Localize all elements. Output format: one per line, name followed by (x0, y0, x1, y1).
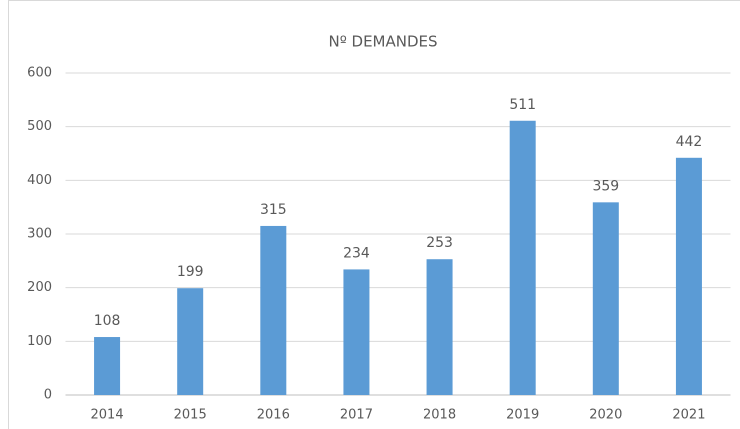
chart-title: Nº DEMANDES (328, 33, 437, 51)
y-tick-label: 100 (27, 334, 52, 349)
x-tick-label: 2017 (340, 408, 373, 423)
chart-border (8, 0, 740, 429)
data-label: 442 (676, 134, 703, 150)
data-label: 315 (260, 202, 287, 218)
x-tick-label: 2020 (589, 408, 622, 423)
y-tick-label: 600 (27, 66, 52, 81)
bar (94, 337, 121, 395)
x-tick-label: 2018 (423, 408, 456, 423)
x-tick-label: 2015 (174, 408, 207, 423)
bar (260, 225, 287, 395)
bar (675, 157, 702, 395)
data-label: 253 (426, 235, 453, 251)
y-tick-label: 200 (27, 280, 52, 295)
y-tick-label: 400 (27, 173, 52, 188)
x-tick-label: 2019 (506, 408, 539, 423)
data-label: 234 (343, 245, 370, 261)
bar (426, 259, 453, 395)
x-tick-label: 2021 (672, 408, 705, 423)
y-tick-label: 500 (27, 119, 52, 134)
y-tick-label: 0 (44, 388, 52, 403)
data-label: 199 (177, 264, 204, 280)
bar (592, 202, 619, 395)
x-tick-label: 2014 (91, 408, 124, 423)
data-label: 511 (509, 97, 536, 113)
y-tick-label: 300 (27, 227, 52, 242)
data-label: 359 (592, 178, 619, 194)
x-tick-label: 2016 (257, 408, 290, 423)
bar (177, 288, 204, 395)
bar (509, 120, 536, 395)
data-label: 108 (94, 313, 121, 329)
bar (343, 269, 370, 395)
